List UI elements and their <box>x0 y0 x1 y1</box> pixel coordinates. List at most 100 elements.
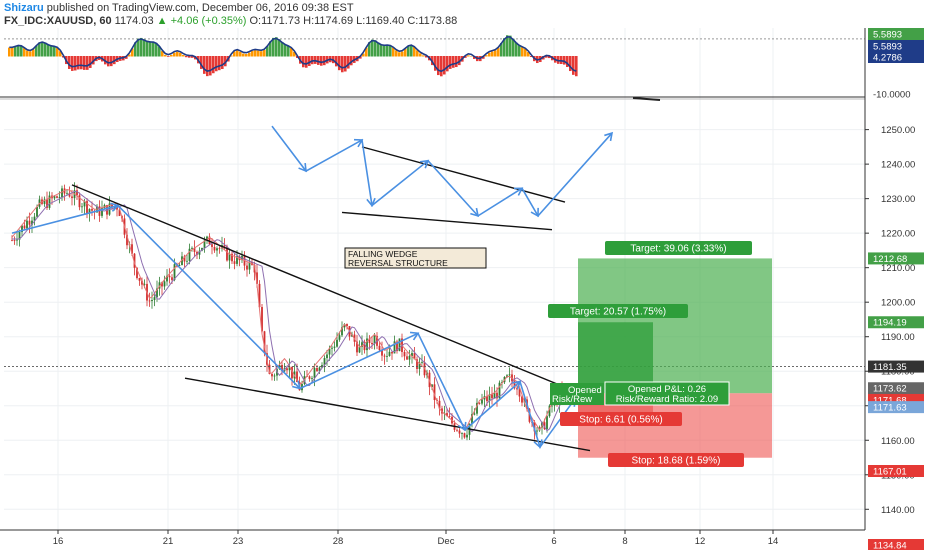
osc-bar <box>155 42 158 57</box>
arrow-head <box>533 439 543 449</box>
osc-bar <box>245 54 248 57</box>
candle <box>458 428 461 438</box>
osc-bar <box>563 56 566 65</box>
candle-body <box>111 203 113 208</box>
price-label[interactable]: 1167.01 <box>868 465 924 478</box>
price-label[interactable]: 1171.63 <box>868 401 924 414</box>
osc-bar <box>242 53 245 57</box>
price-label[interactable]: 1212.68 <box>868 252 924 265</box>
candle-body <box>296 371 298 382</box>
outer-stop-label-bg <box>608 453 744 467</box>
osc-axis-label[interactable]: 5.5893 <box>868 40 924 53</box>
arrow-head <box>292 380 302 390</box>
osc-bar <box>89 56 92 68</box>
oscillator-pane <box>0 35 932 101</box>
candle-body <box>356 341 358 353</box>
outer-stop-label[interactable]: Stop: 18.68 (1.59%) <box>608 453 744 467</box>
osc-bar <box>32 49 35 57</box>
price-label-text: 1173.62 <box>873 384 907 395</box>
candle-body <box>536 430 538 432</box>
osc-bar <box>200 56 203 69</box>
wedge-upper-line <box>71 184 569 390</box>
inner-stop-label[interactable]: Stop: 6.61 (0.56%) <box>560 412 682 426</box>
osc-bar <box>434 56 437 71</box>
osc-bar <box>500 43 503 57</box>
author-name[interactable]: Shizaru <box>4 2 44 14</box>
osc-bar <box>47 44 50 57</box>
outer-rr-text: Risk/Reward Ratio: 2.09 <box>616 394 718 405</box>
candle-body <box>246 265 248 270</box>
osc-bar <box>347 56 350 69</box>
price-label[interactable]: 1134.84 <box>868 539 924 550</box>
osc-bar <box>344 56 347 72</box>
osc-axis-label[interactable]: 4.2786 <box>868 51 924 64</box>
osc-bar <box>464 56 467 58</box>
osc-bar <box>71 56 74 71</box>
candle-body <box>481 399 483 404</box>
osc-bar <box>74 56 77 71</box>
candle-body <box>398 338 401 352</box>
osc-bar <box>53 46 56 57</box>
inner-target-label[interactable]: Target: 20.57 (1.75%) <box>548 304 688 318</box>
candle-body <box>226 246 228 261</box>
price-label[interactable]: 1181.35 <box>868 360 924 374</box>
candle-body <box>498 382 501 399</box>
candle-body <box>53 196 56 199</box>
outer-target-label[interactable]: Target: 39.06 (3.33%) <box>605 241 752 255</box>
candle <box>403 349 406 361</box>
candle <box>398 338 401 352</box>
osc-bar <box>389 45 392 57</box>
price-label[interactable]: 1194.19 <box>868 316 924 329</box>
osc-bar <box>152 41 155 57</box>
candle-body <box>463 433 466 438</box>
osc-bar <box>14 46 17 57</box>
osc-bar <box>305 56 308 68</box>
symbol-name[interactable]: FX_IDC:XAUUSD, 60 <box>4 15 112 27</box>
price-label-text: 1181.35 <box>873 362 907 373</box>
osc-bar <box>509 35 512 57</box>
candle-body <box>258 283 261 308</box>
osc-bar <box>380 44 383 57</box>
price-label[interactable]: 1173.62 <box>868 382 924 395</box>
price-label-bg <box>868 316 924 329</box>
candle <box>11 235 13 242</box>
osc-axis-label[interactable]: -10.0000 <box>868 88 924 101</box>
high-price: H:1174.69 <box>303 15 354 27</box>
candle <box>38 195 41 209</box>
candle-body <box>83 201 86 207</box>
osc-bar <box>17 45 20 57</box>
osc-bar <box>545 56 548 58</box>
x-tick-label: 21 <box>163 536 174 547</box>
osc-bar <box>467 55 470 57</box>
arrow-head <box>457 421 467 432</box>
osc-bar <box>470 55 473 57</box>
price-label-bg <box>868 401 924 414</box>
candle-body <box>491 394 493 399</box>
osc-bar <box>446 56 449 72</box>
candle-body <box>391 351 393 354</box>
arrow-head <box>511 380 522 390</box>
price-label-bg <box>868 539 924 550</box>
candle-body <box>403 351 406 357</box>
osc-bar <box>404 48 407 57</box>
candle <box>141 277 143 290</box>
osc-bar <box>29 51 32 57</box>
wedge-lower-line <box>184 377 591 452</box>
candle-body <box>181 256 183 266</box>
osc-bar <box>350 56 353 66</box>
price-label-text: 1134.84 <box>873 541 907 550</box>
osc-axis-label[interactable]: 5.5893 <box>868 28 924 41</box>
candle <box>153 292 156 307</box>
projection-paths <box>11 125 614 449</box>
candle <box>166 269 168 286</box>
candle-body <box>366 338 368 351</box>
candle-body <box>338 335 341 340</box>
osc-bar <box>212 56 215 74</box>
osc-bar <box>68 56 71 69</box>
position-zones <box>578 258 772 458</box>
osc-bar <box>239 51 242 57</box>
